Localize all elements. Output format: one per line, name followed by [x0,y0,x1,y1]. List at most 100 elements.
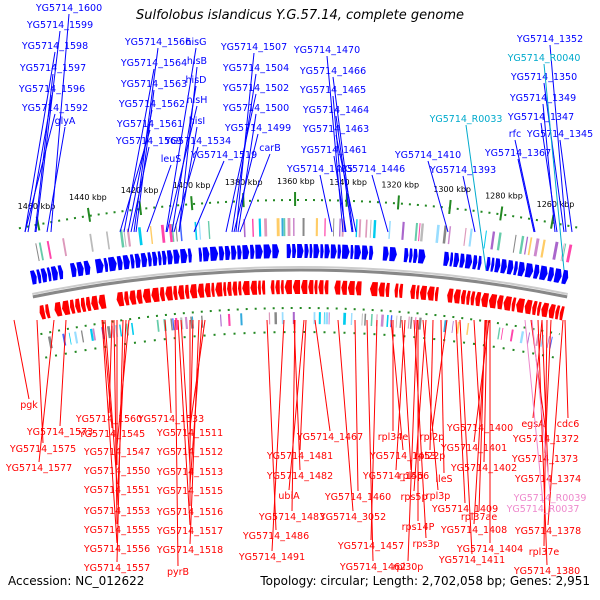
minus-gene-label-line [459,319,473,555]
minus-cog-band [130,322,135,335]
plus-cog-band [251,218,254,237]
minus-cog-band [119,324,123,337]
plus-gene-arrow [517,261,525,277]
plus-gene-arrow [249,244,255,259]
minus-cog-band [156,319,160,332]
minus-gene-arrow [324,280,329,295]
minus-gene-label: rpl22p [415,451,446,462]
plus-gene-label-line [231,73,257,233]
minus-cog-band [89,328,94,341]
minus-gene-label: YG5714_1453 [369,451,436,462]
minus-cog-band [174,317,179,330]
minus-cog-band [399,315,402,328]
ruler-label: 1460 kbp [18,202,56,211]
minus-rna-label-line [524,319,544,504]
plus-gene-arrow [389,246,397,262]
plus-cog-band [62,238,68,257]
minus-gene-label: YG5714_1491 [238,552,305,563]
plus-gene-arrow [494,258,501,273]
ruler-label: 1320 kbp [381,180,419,189]
minus-gene-label-line [541,319,549,474]
minus-gene-label-line [483,319,488,463]
plus-cog-band [339,218,341,237]
plus-gene-label: hisH [187,95,208,106]
minus-gene-label: YG5714_1573 [26,427,93,438]
plus-cog-band [540,239,546,258]
plus-cog-band [552,241,559,260]
plus-gene-arrow [553,268,562,283]
plus-cog-band [388,220,391,239]
plus-cog-band [89,233,94,252]
plus-gene-arrow [237,245,242,260]
minus-gene-label: YG5714_1457 [337,541,404,552]
plus-gene-label-line [549,44,567,233]
plus-gene-arrow [180,248,188,264]
minus-gene-arrow [223,282,227,297]
plus-gene-label-line [130,146,150,233]
plus-cog-band [46,240,52,259]
minus-gene-label-line [431,319,448,432]
minus-gene-label: YG5714_1483 [258,512,325,523]
plus-gene-arrow [309,244,313,259]
plus-cog-band [419,223,425,242]
plus-gene-arrow [157,251,162,266]
plus-rna-label: YG5714_R0033 [429,114,503,125]
minus-gene-label: rpl3p [426,491,451,502]
minus-gene-arrow [184,284,190,299]
minus-gene-arrow [242,280,250,296]
plus-cog-band [523,236,529,255]
minus-gene-arrow [497,295,504,310]
minus-cog-band [268,312,271,325]
plus-gene-arrow [286,244,292,259]
plus-gene-label: YG5714_1465 [299,85,366,96]
minus-gene-label: YG5714_1575 [9,444,76,455]
plus-gene-arrow [255,244,263,259]
plus-gene-arrow [147,252,152,267]
plus-gene-label-line [24,113,56,233]
map-title: Sulfolobus islandicus Y.G.57.14, complet… [136,8,464,23]
plus-gene-label-line [239,153,271,233]
minus-gene-label-line [314,319,331,432]
plus-gene-arrow [368,245,374,260]
minus-gene-label: YG5714_1409 [431,504,498,515]
minus-gene-arrow [378,282,386,297]
plus-gene-arrow [408,248,413,263]
plus-gene-arrow [506,260,514,275]
plus-cog-band [447,226,452,245]
plus-gene-label-line [127,109,153,233]
minus-gene-label: YG5714_1411 [438,555,505,566]
plus-gene-arrow [350,244,354,260]
plus-gene-arrow [472,255,478,270]
plus-gene-arrow [403,248,409,263]
ruler-tick [86,207,92,222]
minus-gene-arrow [427,286,435,301]
minus-gene-label-line [337,319,354,512]
minus-gene-label: YG5714_1402 [450,463,517,474]
minus-gene-arrow [237,281,242,296]
minus-cog-band [409,316,413,329]
plus-cog-band [566,244,573,263]
minus-gene-label: rpl37e [529,547,560,558]
minus-cog-band [68,332,72,345]
plus-cog-band [194,221,198,240]
plus-gene-label-line [427,160,449,233]
plus-cog-band [533,238,540,257]
minus-gene-label-line [299,319,307,451]
minus-gene-arrow [511,297,517,312]
plus-gene-label-line [371,174,389,233]
plus-gene-arrow [134,253,141,268]
plus-gene-label: YG5714_1561 [116,119,183,130]
minus-gene-arrow [204,283,211,298]
minus-gene-label-line [13,319,30,400]
plus-gene-label-line [34,73,54,233]
minus-gene-label: rpl30p [393,562,424,573]
minus-gene-label-line [390,319,404,451]
plus-cog-band [243,219,246,238]
minus-gene-arrow [80,297,87,312]
plus-gene-arrow [320,244,324,259]
plus-gene-label-line [514,139,536,233]
minus-gene-arrow [466,290,471,305]
minus-gene-arrow [39,305,46,320]
plus-gene-label: carB [259,143,280,154]
ruler-tick [499,206,504,221]
